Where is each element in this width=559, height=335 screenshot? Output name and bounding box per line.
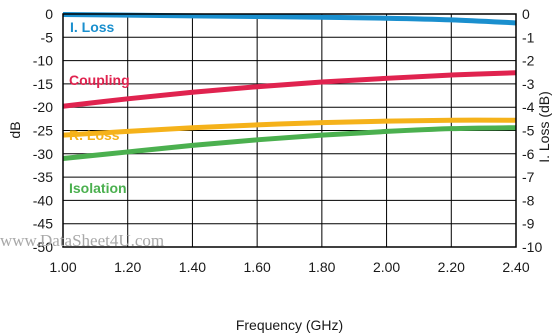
x-tick-label: 1.40: [179, 259, 206, 275]
series-line-coupling: [62, 70, 517, 109]
series-label-i-loss: I. Loss: [70, 19, 115, 35]
x-tick-label: 2.40: [502, 259, 529, 275]
series-line-i-loss: [62, 11, 517, 26]
y2-tick-label: -2: [522, 53, 535, 69]
y-tick-label: -50: [33, 239, 53, 255]
series-line-r-loss: [62, 117, 517, 138]
y-tick-label: -45: [33, 216, 53, 232]
series-labels: I. Loss Coupling R. Loss Isolation: [69, 19, 130, 196]
x-axis-label: Frequency (GHz): [236, 317, 343, 333]
y2-tick-labels: 0 -1 -2 -3 -4 -5 -6 -7 -8 -9 -10: [522, 6, 542, 255]
y-tick-label: -10: [33, 53, 53, 69]
y-axis-label: dB: [7, 121, 23, 138]
y-tick-label: -5: [41, 29, 54, 45]
y2-axis-label: I. Loss (dB): [536, 91, 552, 163]
y-tick-label: 0: [45, 6, 53, 22]
y2-tick-label: -1: [522, 29, 535, 45]
x-tick-label: 1.80: [308, 259, 335, 275]
y-tick-label: -15: [33, 76, 53, 92]
x-tick-label: 1.20: [114, 259, 141, 275]
y-tick-label: -30: [33, 146, 53, 162]
y2-tick-label: 0: [522, 6, 530, 22]
watermark: www.DataSheet4U.com: [0, 231, 164, 250]
y2-tick-label: -4: [522, 99, 535, 115]
series-lines: [62, 11, 517, 161]
x-tick-label: 2.00: [373, 259, 400, 275]
x-tick-label: 1.60: [244, 259, 271, 275]
y-tick-label: -40: [33, 192, 53, 208]
y2-tick-label: -7: [522, 169, 535, 185]
y-tick-labels: 0 -5 -10 -15 -20 -25 -30 -35 -40 -45 -50: [33, 6, 53, 255]
series-label-isolation: Isolation: [69, 180, 127, 196]
y-tick-label: -20: [33, 99, 53, 115]
x-tick-label: 2.20: [438, 259, 465, 275]
y-tick-label: -35: [33, 169, 53, 185]
x-tick-label: 1.00: [49, 259, 76, 275]
series-line-isolation: [62, 125, 517, 161]
plot-frame: [62, 13, 517, 248]
y2-tick-label: -5: [522, 123, 535, 139]
series-label-coupling: Coupling: [69, 72, 130, 88]
y-tick-label: -25: [33, 123, 53, 139]
y2-tick-label: -9: [522, 216, 535, 232]
y2-tick-label: -8: [522, 192, 535, 208]
series-label-r-loss: R. Loss: [69, 127, 120, 143]
y2-tick-label: -6: [522, 146, 535, 162]
y2-tick-label: -10: [522, 239, 542, 255]
x-tick-labels: 1.00 1.20 1.40 1.60 1.80 2.00 2.20 2.40: [49, 259, 529, 275]
y2-tick-label: -3: [522, 76, 535, 92]
